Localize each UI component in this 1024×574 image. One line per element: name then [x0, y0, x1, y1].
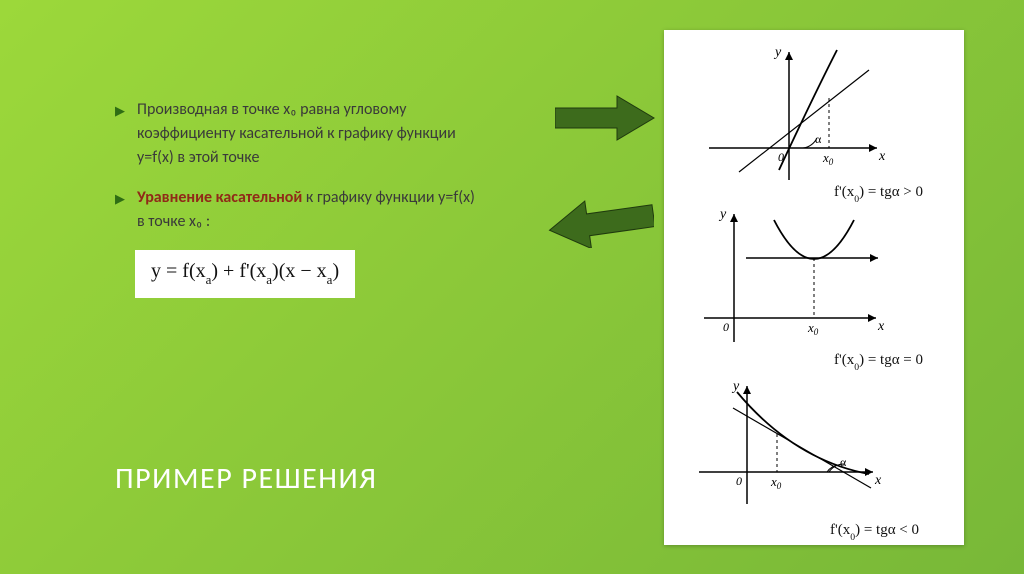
- svg-text:y: y: [773, 45, 782, 60]
- svg-text:0: 0: [736, 474, 742, 488]
- bullet-1: ▶ Производная в точке x₀ равна угловому …: [115, 98, 485, 170]
- bullet-1-text: Производная в точке x₀ равна угловому ко…: [137, 100, 456, 167]
- svg-text:α: α: [840, 455, 847, 469]
- svg-text:y: y: [731, 379, 740, 394]
- svg-text:α: α: [815, 132, 822, 146]
- bullet-2: ▶ Уравнение касательной к графику функци…: [115, 186, 485, 234]
- graph-negative-slope: x y 0 x0 α f'(x0) = tgα < 0: [664, 372, 964, 542]
- graph-zero-slope: x y 0 x0 f'(x0) = tgα = 0: [664, 202, 964, 372]
- graph-3-caption: f'(x0) = tgα < 0: [830, 522, 919, 541]
- svg-text:x0: x0: [807, 320, 819, 337]
- svg-text:x0: x0: [822, 150, 834, 167]
- svg-text:y: y: [718, 207, 727, 222]
- content-left: ▶ Производная в точке x₀ равна угловому …: [115, 98, 485, 298]
- arrow-right-icon: [555, 95, 655, 141]
- figure-panel: x y 0 x0 α f'(x0) = tgα > 0: [664, 30, 964, 545]
- svg-text:x: x: [877, 319, 885, 334]
- svg-text:x: x: [878, 149, 886, 164]
- arrow-left-icon: [548, 198, 654, 248]
- svg-text:0: 0: [723, 320, 729, 334]
- section-heading: ПРИМЕР РЕШЕНИЯ: [115, 460, 377, 497]
- bullet-2-prefix: Уравнение касательной: [137, 188, 302, 207]
- svg-text:x: x: [874, 473, 882, 488]
- tangent-formula: y = f(xa) + f'(xa)(x − xa): [135, 250, 355, 298]
- bullet-marker-icon: ▶: [115, 190, 125, 210]
- graph-1-caption: f'(x0) = tgα > 0: [834, 184, 923, 203]
- bullet-marker-icon: ▶: [115, 102, 125, 122]
- slide: ▶ Производная в точке x₀ равна угловому …: [0, 0, 1024, 574]
- svg-text:x0: x0: [770, 474, 782, 491]
- graph-positive-slope: x y 0 x0 α f'(x0) = tgα > 0: [664, 40, 964, 205]
- graph-2-caption: f'(x0) = tgα = 0: [834, 352, 923, 371]
